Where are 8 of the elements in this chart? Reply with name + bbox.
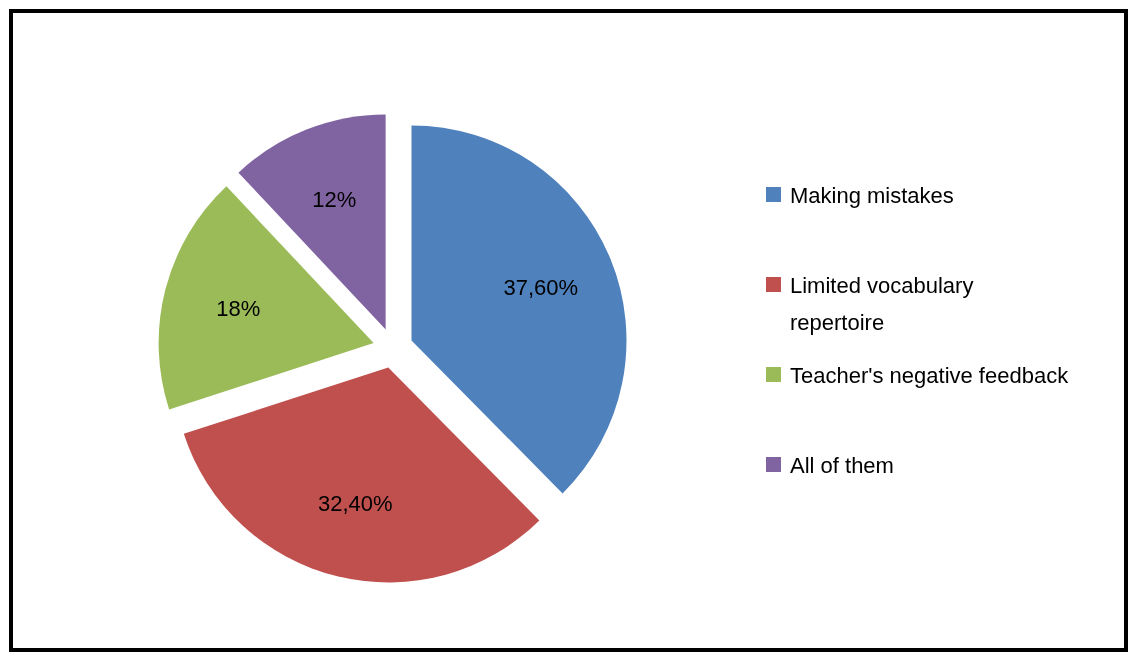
legend-label: Teacher's negative feedback (790, 362, 1070, 388)
data-label: 12% (312, 186, 357, 212)
data-label: 32,40% (317, 490, 393, 516)
legend-label: Limited vocabulary repertoire (790, 272, 974, 335)
legend-label: Making mistakes (790, 182, 954, 208)
data-label: 18% (216, 295, 261, 321)
legend-label: All of them (790, 452, 894, 478)
data-label: 37,60% (503, 274, 579, 300)
